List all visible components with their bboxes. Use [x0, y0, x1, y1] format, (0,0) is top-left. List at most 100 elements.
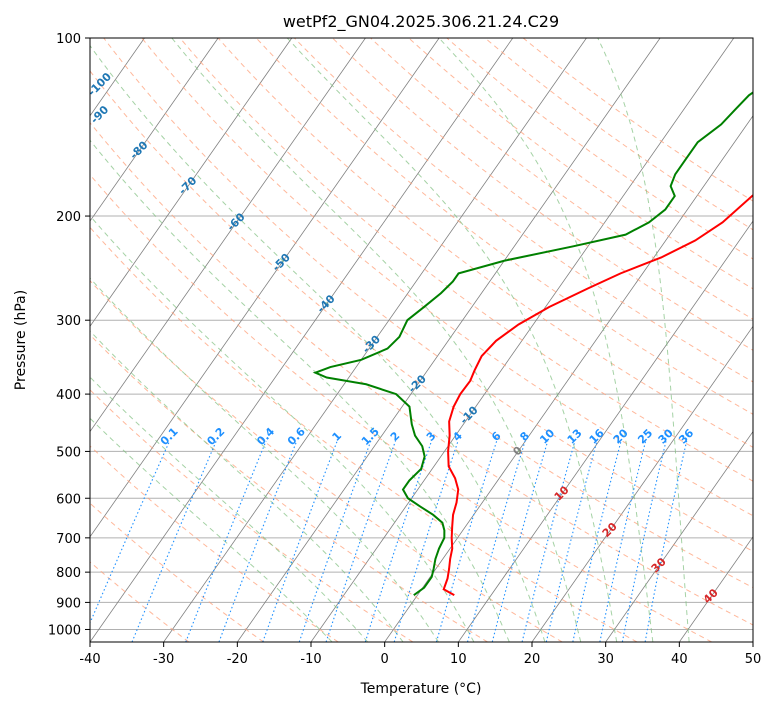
- mixing-ratio-label: 1: [330, 429, 345, 444]
- x-tick-label: -10: [300, 652, 321, 667]
- dry-adiabat-line: [484, 38, 753, 231]
- mixing-ratio-line: [131, 440, 217, 642]
- dry-adiabat-line: [90, 280, 563, 642]
- isotherm-line: [90, 38, 219, 222]
- mixing-ratio-label: 20: [611, 426, 631, 446]
- isotherm-label-warm: 40: [701, 586, 721, 606]
- mixing-ratio-line: [185, 440, 267, 642]
- mixing-ratio-line: [521, 440, 576, 642]
- y-tick-label: 200: [56, 210, 81, 225]
- isotherm-line: [384, 115, 753, 642]
- isotherm-line: [0, 38, 71, 642]
- dry-adiabat-line: [90, 445, 339, 642]
- mixing-ratio-line: [644, 440, 688, 642]
- mixing-ratio-label: 2: [388, 429, 403, 444]
- mixing-ratio-label: 0.4: [254, 425, 277, 448]
- y-tick-label: 400: [56, 388, 81, 403]
- isotherm-label: -50: [270, 251, 293, 274]
- y-tick-label: 500: [56, 445, 81, 460]
- y-tick-label: 900: [56, 596, 81, 611]
- moist-adiabat-line: [438, 38, 654, 642]
- mixing-ratio-label: 6: [489, 429, 504, 444]
- chart-title: wetPf2_GN04.2025.306.21.24.C29: [283, 12, 559, 32]
- mixing-ratio-label: 25: [635, 427, 655, 447]
- x-tick-label: 40: [671, 652, 688, 667]
- isotherm-line: [90, 38, 293, 327]
- isotherm-label: -10: [457, 403, 480, 426]
- y-tick-label: 600: [56, 492, 81, 507]
- dry-adiabat-line: [332, 38, 753, 351]
- mixing-ratio-label: 36: [676, 426, 696, 446]
- sounding-traces: [312, 91, 753, 597]
- isotherm-line: [458, 220, 753, 642]
- moist-adiabat-line: [90, 139, 510, 642]
- y-tick-label: 300: [56, 314, 81, 329]
- x-tick-label: 10: [450, 652, 467, 667]
- moist-adiabat-line: [90, 215, 475, 642]
- isotherm-line: [752, 641, 753, 642]
- dry-adiabat-line: [103, 38, 753, 552]
- dry-adiabat-line: [90, 226, 638, 642]
- mixing-ratio-label: 30: [656, 426, 676, 446]
- isotherm-line: [90, 38, 514, 642]
- isotherm-label-warm: 10: [552, 483, 572, 503]
- dewpoint-trace: [312, 91, 753, 596]
- moist-adiabat-line: [90, 277, 439, 642]
- x-tick-label: 20: [524, 652, 541, 667]
- mixing-ratio-line: [621, 440, 667, 642]
- x-tick-label: -30: [153, 652, 174, 667]
- y-tick-label: 1000: [48, 623, 81, 638]
- mixing-ratio-label: 8: [517, 429, 532, 444]
- mixing-ratio-line: [572, 440, 622, 642]
- x-tick-label: 0: [381, 652, 389, 667]
- dry-adiabat-line: [90, 174, 712, 642]
- isotherm-line: [237, 38, 661, 642]
- isotherm-line: [679, 536, 753, 642]
- dry-adiabat-line: [141, 38, 753, 517]
- line-labels: 0.1 0.2 0.4 0.6 1 1.5 2 3 4 6 8 10 13 16 20 25 30 36-100-…: [88, 70, 721, 606]
- dry-adiabat-line: [294, 38, 753, 383]
- plot-frame: [89, 37, 754, 643]
- axes: -40 -30 -20 -10 0 10 20 30 40 5010020030040050060…: [48, 32, 761, 667]
- x-axis-label: Temperature (°C): [360, 681, 482, 697]
- x-tick-label: -20: [227, 652, 248, 667]
- mixing-ratio-line: [435, 440, 498, 642]
- mixing-ratio-label: 4: [450, 429, 465, 444]
- isotherm-label: -90: [88, 103, 111, 126]
- mixing-ratio-line: [599, 440, 647, 642]
- mixing-ratio-line: [491, 440, 549, 642]
- isotherm-line: [163, 38, 587, 642]
- mixing-ratio-label: 13: [565, 427, 585, 447]
- background-lines: [0, 38, 753, 642]
- mixing-ratio-line: [90, 440, 171, 625]
- mixing-ratio-label: 3: [424, 429, 439, 444]
- x-tick-label: -40: [79, 652, 100, 667]
- dry-adiabat-line: [255, 38, 753, 415]
- isotherm-label-warm: 20: [600, 520, 620, 540]
- mixing-ratio-label: 10: [537, 426, 557, 446]
- isotherm-label: -80: [127, 138, 150, 161]
- isotherm-label: -40: [314, 292, 337, 315]
- moist-adiabat-line: [597, 38, 690, 642]
- y-axis-label: Pressure (hPa): [13, 290, 29, 390]
- isotherm-label: -70: [176, 174, 199, 197]
- isotherm-label: -60: [224, 210, 247, 233]
- isotherm-line: [531, 325, 753, 642]
- moist-adiabat-line: [171, 38, 582, 642]
- dry-adiabat-line: [522, 38, 753, 202]
- moist-adiabat-line: [90, 417, 333, 642]
- x-tick-label: 30: [597, 652, 614, 667]
- dry-adiabat-line: [90, 334, 488, 642]
- dry-adiabat-line: [179, 38, 753, 482]
- mixing-ratio-label: 1.5: [359, 425, 382, 448]
- y-tick-label: 100: [56, 32, 81, 47]
- x-tick-label: 50: [745, 652, 762, 667]
- dry-adiabat-line: [90, 121, 753, 626]
- isotherm-line: [90, 38, 366, 433]
- mixing-ratio-line: [393, 440, 459, 642]
- isotherm-line: [605, 430, 753, 642]
- moist-adiabat-line: [286, 38, 618, 642]
- dry-adiabat-line: [90, 389, 414, 642]
